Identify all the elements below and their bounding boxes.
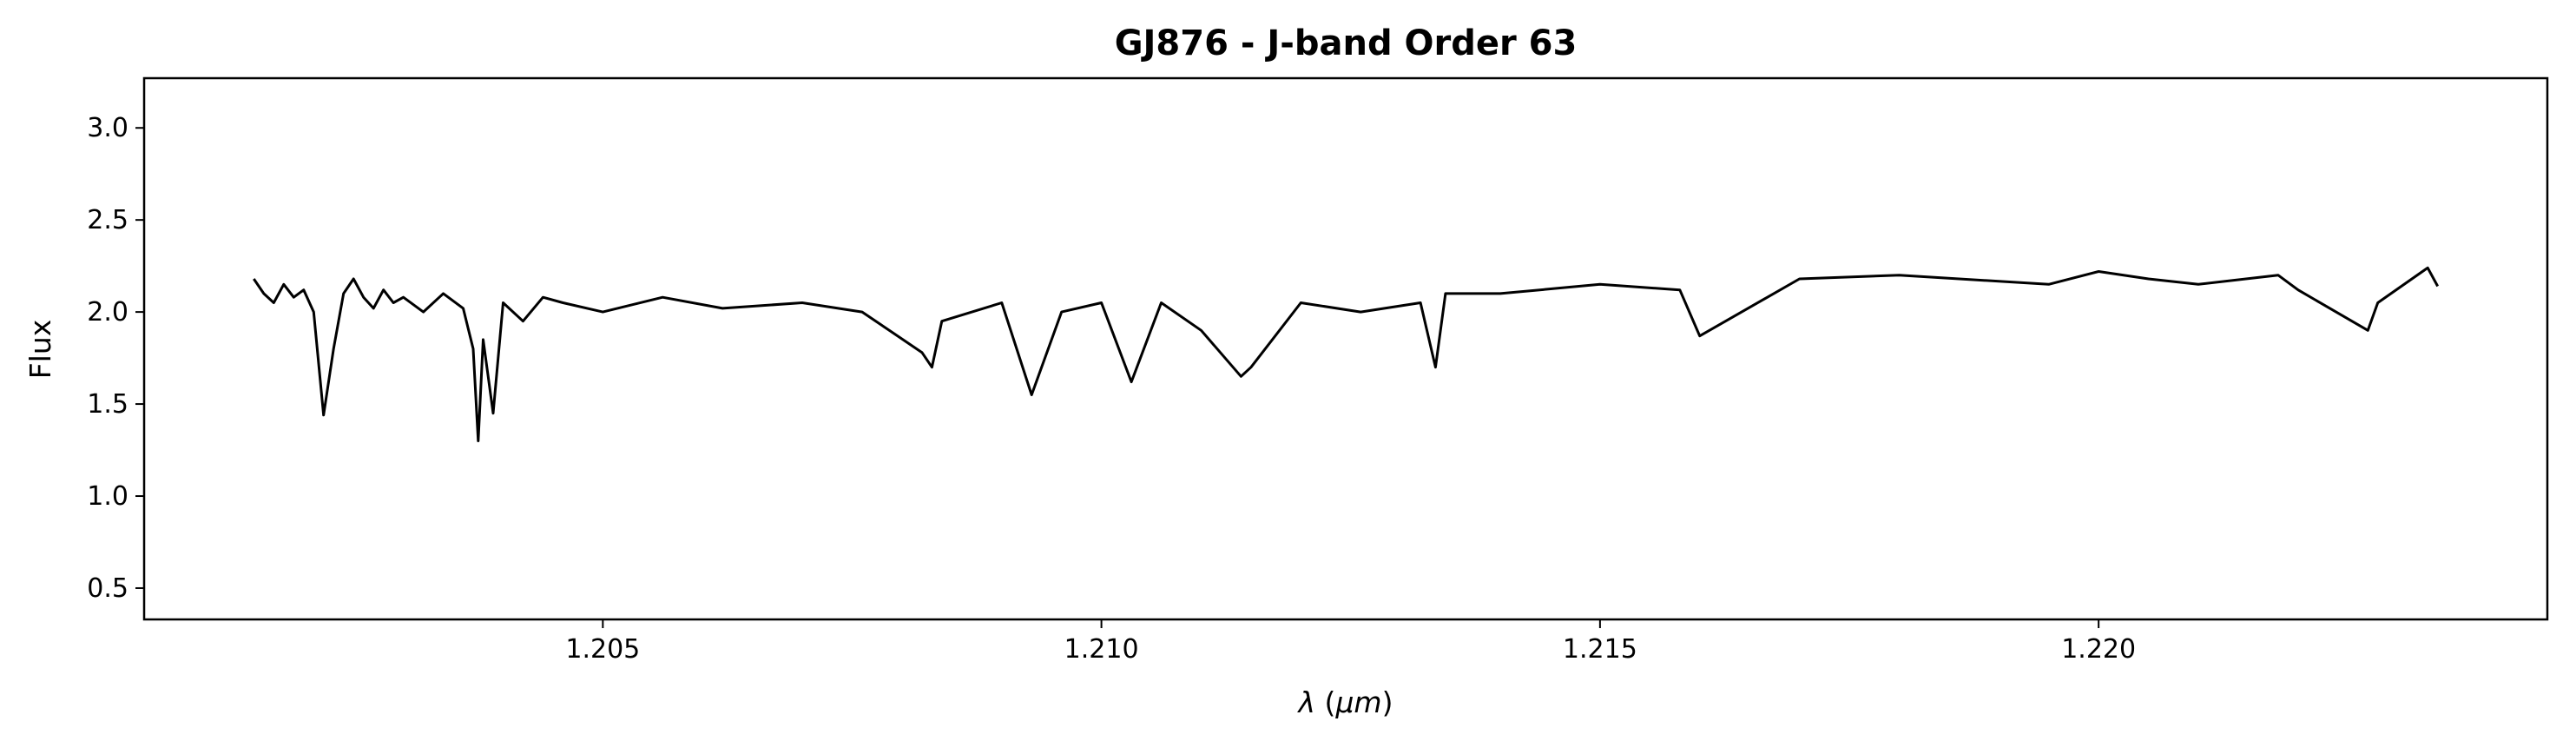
x-tick-label: 1.220 — [2061, 634, 2136, 665]
plot-area-frame — [142, 76, 2549, 621]
chart-title: GJ876 - J-band Order 63 — [1115, 23, 1578, 63]
x-tick-label: 1.205 — [565, 634, 640, 665]
y-axis-label: Flux — [23, 320, 57, 380]
y-tick-label: 1.0 — [87, 481, 128, 512]
y-tick-label: 0.5 — [87, 573, 128, 604]
y-tick-label: 2.0 — [87, 297, 128, 328]
y-tick-label: 2.5 — [87, 205, 128, 235]
x-axis-label: λ (μm) — [1297, 685, 1393, 719]
y-axis-ticks: 0.5 1.0 1.5 2.0 2.5 3.0 — [87, 113, 144, 604]
y-tick-label: 3.0 — [87, 113, 128, 143]
spectrum-series-line — [253, 266, 2440, 442]
x-tick-label: 1.215 — [1563, 634, 1637, 665]
y-tick-label: 1.5 — [87, 389, 128, 420]
x-tick-label: 1.210 — [1064, 634, 1139, 665]
x-axis-ticks: 1.205 1.210 1.215 1.220 — [565, 619, 2136, 665]
